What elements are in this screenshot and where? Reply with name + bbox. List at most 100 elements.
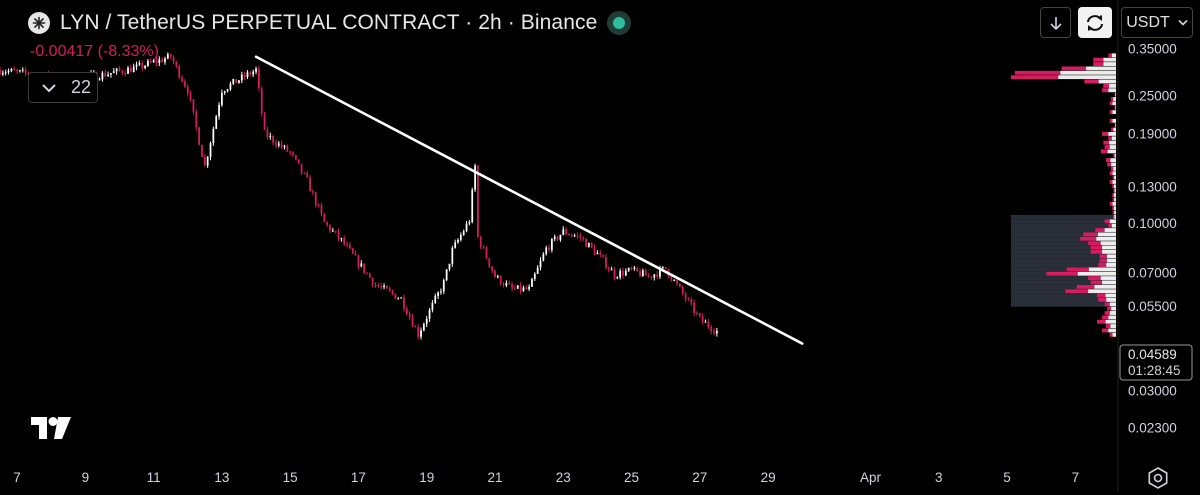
candle-body	[283, 145, 286, 148]
candle-body	[559, 234, 562, 240]
candle-body	[403, 297, 405, 309]
candle-body	[380, 286, 383, 288]
candle-body	[644, 270, 647, 276]
profile-value-area	[1011, 228, 1116, 233]
profile-bar-down	[1105, 324, 1111, 329]
profile-value-area	[1011, 245, 1116, 250]
candle-body	[189, 93, 192, 100]
profile-bar-down	[1099, 254, 1107, 259]
profile-bar-up	[1058, 75, 1116, 80]
candle-body	[556, 236, 559, 240]
candle-body	[633, 267, 636, 269]
candle-body	[656, 274, 659, 277]
candle-body	[269, 135, 272, 138]
candle-body	[624, 270, 627, 276]
profile-bar-up	[1102, 245, 1116, 250]
profile-bar-down	[1112, 193, 1114, 198]
profile-bar-up	[1106, 254, 1116, 259]
candle-body	[516, 285, 519, 289]
candle-body	[647, 275, 650, 277]
profile-bar-up	[1113, 206, 1116, 211]
profile-bar-up	[1103, 57, 1116, 62]
candle-body	[235, 78, 237, 83]
candle-body	[605, 257, 607, 269]
profile-bar-up	[1106, 263, 1116, 267]
profile-bar-up	[1077, 271, 1116, 276]
candle-body	[551, 239, 553, 250]
profile-bar-down	[1066, 267, 1089, 272]
symbol-title[interactable]: LYN / TetherUS PERPETUAL CONTRACT · 2h ·…	[60, 11, 598, 34]
candle-body	[533, 273, 536, 279]
y-tick-label: 0.35000	[1128, 42, 1177, 57]
candle-body	[158, 59, 161, 63]
profile-value-area	[1011, 223, 1116, 229]
profile-bar-up	[1110, 158, 1116, 163]
candle-body	[98, 79, 101, 81]
candle-body	[610, 269, 613, 271]
candle-body	[451, 247, 454, 264]
candle-body	[110, 73, 112, 75]
profile-bar-down	[1112, 206, 1114, 211]
candle-body	[175, 62, 178, 66]
profile-bar-down	[1098, 263, 1107, 267]
candle-body	[152, 60, 155, 63]
candle-body	[457, 239, 459, 243]
live-status-icon	[607, 11, 632, 35]
profile-bar-down	[1084, 79, 1099, 84]
candle-body	[331, 230, 334, 232]
candle-body	[599, 252, 602, 255]
profile-bar-up	[1109, 302, 1116, 307]
candle-body	[149, 60, 152, 63]
profile-bar-up	[1112, 118, 1116, 123]
candle-body	[161, 59, 164, 63]
candle-body	[539, 260, 542, 268]
candle-body	[4, 72, 7, 74]
candle-body	[553, 236, 556, 240]
candle-body	[0, 70, 1, 75]
profile-bar-up	[1112, 201, 1116, 206]
profile-bar-up	[1106, 258, 1116, 263]
candle-body	[445, 269, 448, 281]
profile-bar-down	[1104, 219, 1110, 224]
candle-body	[286, 145, 289, 152]
candle-body	[573, 235, 576, 237]
candle-body	[229, 83, 232, 90]
trendline[interactable]	[254, 55, 804, 345]
refresh-button[interactable]	[1078, 7, 1112, 38]
candle-body	[195, 111, 198, 128]
profile-bar-down	[1093, 57, 1104, 62]
candle-body	[562, 229, 565, 235]
indicators-toggle[interactable]: 22	[28, 72, 98, 103]
candle-body	[474, 165, 476, 190]
lyn-symbol-icon	[28, 12, 50, 34]
settings-button[interactable]	[1146, 466, 1170, 495]
candle-body	[602, 254, 604, 258]
profile-bar-up	[1113, 97, 1116, 101]
profile-bar-up	[1113, 127, 1116, 132]
candle-body	[491, 266, 494, 272]
currency-selector[interactable]: USDT	[1121, 7, 1193, 38]
profile-bar-down	[1093, 62, 1104, 66]
time-scale[interactable]: 7 9 11 13 15 17 19 21 23 25 27 29 Apr 3 5 7	[13, 470, 1079, 485]
candle-body	[317, 205, 320, 207]
profile-bar-down	[1113, 214, 1115, 219]
candle-body	[681, 286, 684, 294]
price-scale[interactable]: 0.35000 0.25000 0.19000 0.13000 0.10000 0.070…	[1128, 42, 1177, 436]
candle-body	[428, 309, 431, 319]
candle-body	[263, 112, 266, 130]
candle-body	[203, 157, 206, 166]
candle-body	[511, 284, 513, 289]
profile-bar-down	[1108, 223, 1112, 228]
candle-body	[320, 205, 323, 214]
candle-body	[471, 189, 474, 223]
tradingview-logo[interactable]	[31, 417, 75, 446]
profile-bar-down	[1102, 315, 1109, 320]
candle-body	[326, 222, 329, 225]
download-button[interactable]	[1040, 7, 1071, 38]
profile-bar-down	[1109, 118, 1113, 123]
candle-body	[306, 173, 309, 178]
profile-bar-up	[1111, 306, 1116, 311]
candle-body	[223, 91, 226, 93]
profile-bar-up	[1115, 92, 1116, 97]
